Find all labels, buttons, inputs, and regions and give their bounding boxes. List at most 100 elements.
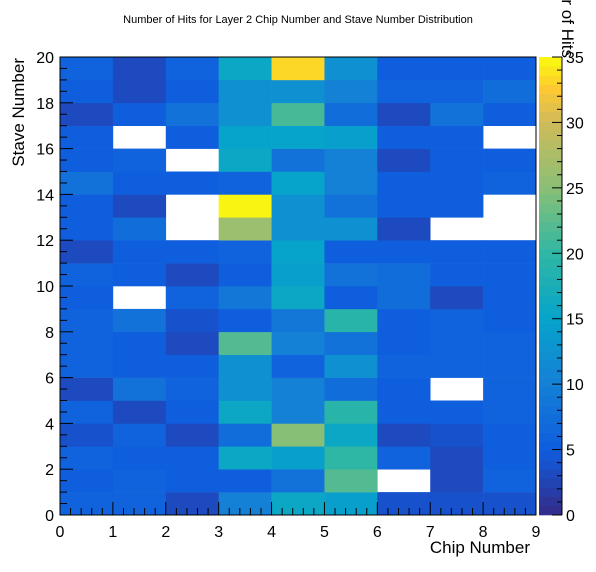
colorbar-segment (539, 130, 562, 140)
heatmap-cell (60, 400, 114, 424)
y-tick-label: 6 (45, 371, 54, 388)
y-tick-label: 16 (36, 142, 54, 159)
heatmap-cell (60, 423, 114, 447)
y-tick-label: 0 (45, 508, 54, 525)
colorbar-segment (539, 469, 562, 479)
heatmap-cell (324, 125, 378, 149)
colorbar-segment (539, 249, 562, 259)
colorbar-segment (539, 322, 562, 333)
heatmap-cell (218, 194, 272, 218)
heatmap-cell (112, 469, 167, 493)
y-axis: 0 2 4 6 8 10 12 14 16 18 20 (36, 50, 73, 525)
heatmap-cell (377, 194, 431, 218)
heatmap-cell (377, 171, 431, 195)
heatmap-cell (271, 57, 325, 81)
heatmap-cell (60, 492, 114, 516)
heatmap-cell (218, 171, 272, 195)
colorbar-tick-label: 25 (566, 181, 584, 198)
heatmap-cell (430, 263, 484, 287)
heatmap-cell (165, 331, 219, 355)
x-tick-label: 6 (373, 524, 382, 541)
y-tick-label: 12 (36, 233, 54, 250)
heatmap-cell (324, 354, 378, 378)
colorbar-segment (539, 359, 562, 369)
y-tick-label: 18 (36, 96, 54, 113)
heatmap-cell (483, 492, 537, 516)
heatmap-cell (218, 263, 272, 287)
colorbar-segment (539, 221, 562, 232)
heatmap-cell (60, 125, 114, 149)
heatmap-cell (324, 400, 378, 424)
heatmap-cell (324, 57, 378, 81)
colorbar-segment (539, 478, 562, 488)
colorbar-segment (539, 386, 562, 397)
heatmap-cells (60, 57, 537, 516)
heatmap-cell (165, 400, 219, 424)
heatmap-cell (430, 469, 484, 493)
heatmap-cell (165, 354, 219, 378)
heatmap-cell (324, 171, 378, 195)
heatmap-cell (112, 194, 167, 218)
heatmap-cell (324, 377, 378, 401)
heatmap-cell (112, 263, 167, 287)
colorbar-segment (539, 185, 562, 195)
heatmap-cell (165, 102, 219, 126)
heatmap-cell (165, 469, 219, 493)
colorbar-label: Number of Hits (558, 0, 577, 58)
heatmap-cell (60, 240, 114, 264)
colorbar-tick-label: 15 (566, 312, 584, 329)
heatmap-cell (430, 125, 484, 149)
colorbar-tick-label: 20 (566, 246, 584, 263)
heatmap-cell (324, 194, 378, 218)
heatmap-cell (165, 57, 219, 81)
heatmap-cell (60, 308, 114, 333)
heatmap-cell (324, 423, 378, 447)
colorbar-segment (539, 157, 562, 168)
heatmap-cell (483, 148, 537, 172)
heatmap-cell (483, 446, 537, 470)
heatmap-cell (218, 469, 272, 493)
heatmap-cell (430, 308, 484, 333)
heatmap-cell (60, 469, 114, 493)
heatmap-cell (112, 400, 167, 424)
heatmap-cell (112, 354, 167, 378)
colorbar-segment (539, 487, 562, 497)
heatmap-cell (112, 240, 167, 264)
heatmap-cell (60, 377, 114, 401)
heatmap-cell (165, 125, 219, 149)
heatmap-cell (324, 263, 378, 287)
colorbar-axis: 0 5 10 15 20 25 30 35 (552, 50, 584, 525)
heatmap-cell (430, 171, 484, 195)
heatmap-cell (60, 354, 114, 378)
colorbar-tick-label: 35 (566, 50, 584, 67)
heatmap-cell (271, 125, 325, 149)
heatmap-cell (324, 469, 378, 493)
heatmap-cell (271, 171, 325, 195)
heatmap-cell (483, 102, 537, 126)
colorbar-segment (539, 276, 562, 287)
heatmap-cell (112, 308, 167, 333)
heatmap-cell (483, 57, 537, 81)
heatmap-cell (60, 102, 114, 126)
heatmap-cell (430, 286, 484, 310)
x-tick-label: 8 (479, 524, 488, 541)
y-tick-label: 2 (45, 462, 54, 479)
heatmap-cell (271, 423, 325, 447)
colorbar-segment (539, 405, 562, 415)
colorbar-segment (539, 460, 562, 470)
heatmap-cell (324, 148, 378, 172)
colorbar-tick-label: 5 (566, 443, 575, 460)
colorbar-tick-label: 30 (566, 115, 584, 132)
heatmap-cell (218, 240, 272, 264)
heatmap-cell (60, 79, 114, 104)
heatmap-cell (165, 308, 219, 333)
x-tick-label: 3 (214, 524, 223, 541)
colorbar-segment (539, 368, 562, 378)
heatmap-cell (324, 286, 378, 310)
heatmap-cell (165, 240, 219, 264)
x-tick-label: 5 (320, 524, 329, 541)
heatmap-cell (60, 171, 114, 195)
colorbar-segment (539, 340, 562, 351)
colorbar-segment (539, 295, 562, 305)
x-tick-label: 9 (532, 524, 541, 541)
